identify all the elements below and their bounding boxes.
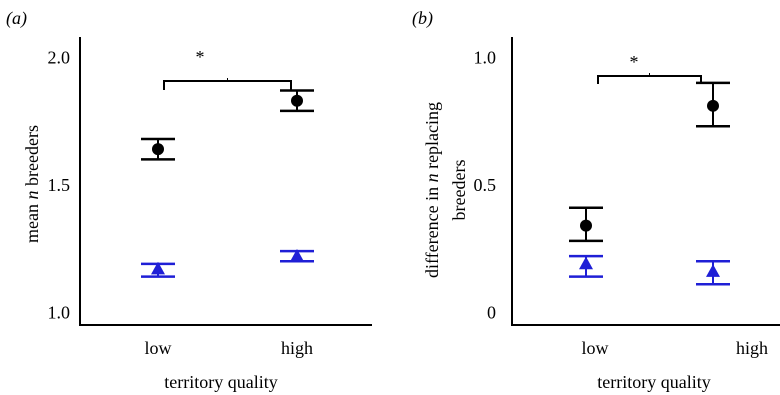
panel-a-series2-low-point <box>151 261 165 275</box>
panel-a-label: (a) <box>6 8 27 29</box>
panel-a-series1-high-point <box>291 94 303 107</box>
panel-a-y-ticks: 1.0 1.5 2.0 <box>48 47 71 322</box>
panel-a-y-tick-label: 1.5 <box>48 175 71 195</box>
panel-b-y-tick-label: 0 <box>487 302 496 322</box>
panel-b-significance-star: * <box>630 52 639 72</box>
panel-a: (a) 1.0 1.5 2.0 low high * territory qualit… <box>6 8 372 392</box>
panel-b-series1-high-point <box>707 99 719 112</box>
panel-b-series1-low-point <box>580 219 592 232</box>
panel-b-y-tick-label: 0.5 <box>474 175 497 195</box>
panel-b-x-ticks: low high <box>582 338 769 358</box>
panel-b-significance-bracket <box>597 75 702 84</box>
panel-b-x-tick-label: low <box>582 338 609 358</box>
panel-a-x-ticks: low high <box>145 338 314 358</box>
panel-a-x-tick-label: low <box>145 338 172 358</box>
panel-a-x-tick-label: high <box>281 338 313 358</box>
panel-a-significance-bracket <box>163 80 292 90</box>
panel-b-series2-high-point <box>706 264 720 277</box>
panel-a-y-tick-label: 2.0 <box>48 47 71 67</box>
panel-a-series2-high-point <box>290 248 304 262</box>
panel-a-x-label: territory quality <box>164 372 277 392</box>
panel-a-significance-star: * <box>196 47 205 67</box>
panel-b: (b) 00.51.0 low high * territory quality … <box>412 8 780 392</box>
panel-b-x-label: territory quality <box>597 372 710 392</box>
panel-b-significance: * <box>597 52 702 84</box>
panel-b-y-label-line1: difference in n replacing <box>422 102 442 278</box>
panel-a-significance: * <box>163 47 292 90</box>
panel-b-series2-low-point <box>579 256 593 270</box>
panel-b-y-ticks: 0 0.5 1.0 <box>474 47 497 322</box>
panel-a-marks <box>141 89 314 278</box>
panel-b-x-tick-label: high <box>736 338 768 358</box>
panel-b-label: (b) <box>412 8 433 29</box>
panel-b-y-label-line2: breeders <box>449 160 469 221</box>
panel-b-marks <box>569 81 730 286</box>
panel-a-series1-low-point <box>152 143 164 156</box>
panel-b-y-tick-label: 1.0 <box>474 47 497 67</box>
panel-a-y-tick-label: 1.0 <box>48 302 71 322</box>
panel-a-y-label: mean n breeders <box>22 125 42 243</box>
